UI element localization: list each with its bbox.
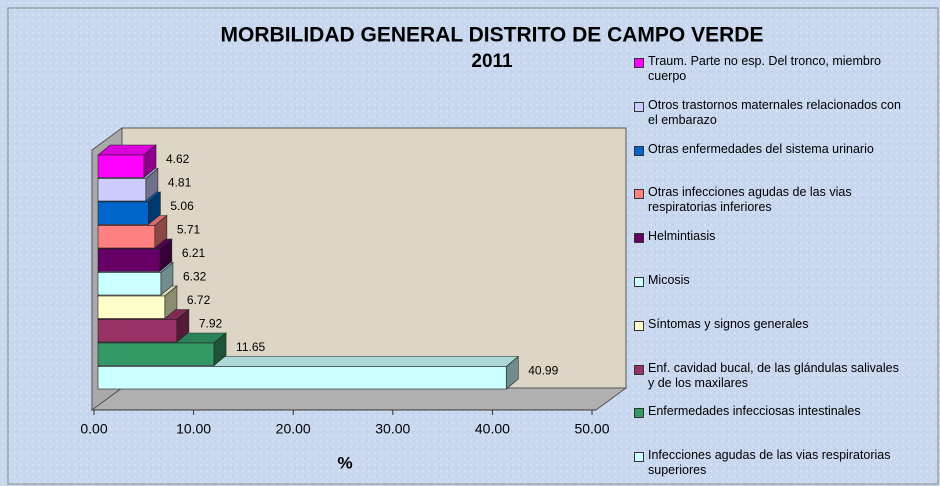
x-tick-label: 0.00 bbox=[80, 421, 107, 437]
value-label: 6.72 bbox=[187, 293, 211, 307]
chart-title: MORBILIDAD GENERAL DISTRITO DE CAMPO VER… bbox=[221, 24, 764, 47]
legend-label: Otros trastornos maternales relacionados… bbox=[648, 97, 901, 127]
bar bbox=[97, 342, 215, 366]
bar bbox=[97, 248, 161, 272]
legend-label: Otras infecciones agudas de las vias res… bbox=[648, 185, 852, 215]
bar bbox=[97, 319, 178, 343]
legend-swatch bbox=[634, 408, 644, 419]
legend-label: Traum. Parte no esp. Del tronco, miembro… bbox=[648, 54, 881, 83]
bar-end bbox=[160, 261, 174, 296]
x-tick-label: 40.00 bbox=[475, 421, 510, 437]
bar-end bbox=[148, 191, 161, 226]
legend-swatch bbox=[634, 364, 644, 375]
value-label: 4.62 bbox=[166, 152, 190, 166]
value-label: 4.81 bbox=[168, 176, 192, 190]
legend-label: Otras enfermedades del sistema urinario bbox=[648, 141, 874, 156]
value-label: 7.92 bbox=[199, 317, 223, 331]
legend-label: Enf. cavidad bucal, de las glándulas sal… bbox=[648, 360, 899, 390]
value-label: 5.71 bbox=[177, 223, 201, 237]
bar bbox=[97, 272, 162, 296]
legend-swatch bbox=[634, 189, 644, 200]
x-tick-label: 10.00 bbox=[176, 421, 211, 437]
x-tick-label: 50.00 bbox=[574, 421, 609, 437]
bar bbox=[97, 366, 507, 390]
legend-label: Enfermedades infecciosas intestinales bbox=[648, 404, 861, 419]
legend-label: Helmintiasis bbox=[648, 229, 716, 244]
bar-end bbox=[143, 144, 157, 179]
bar-end bbox=[176, 308, 190, 343]
legend-swatch bbox=[634, 58, 644, 68]
bar-end bbox=[213, 332, 227, 367]
legend-swatch bbox=[634, 145, 644, 156]
legend-label: Infecciones agudas de las vias respirato… bbox=[648, 448, 891, 478]
bar bbox=[97, 154, 145, 178]
bar-end bbox=[164, 285, 178, 320]
legend-label: Micosis bbox=[648, 273, 690, 287]
x-axis-label: % bbox=[337, 453, 352, 472]
value-label: 11.65 bbox=[236, 340, 265, 354]
legend-swatch bbox=[634, 452, 644, 463]
bar bbox=[97, 295, 166, 319]
x-tick-label: 30.00 bbox=[375, 421, 410, 437]
x-tick-label: 20.00 bbox=[276, 421, 311, 437]
value-label: 6.21 bbox=[182, 246, 206, 260]
bar-end bbox=[145, 167, 159, 202]
legend-swatch bbox=[634, 277, 644, 287]
bar-end bbox=[505, 355, 519, 390]
value-label: 6.32 bbox=[183, 270, 207, 284]
bar-end bbox=[159, 238, 173, 273]
bar bbox=[97, 225, 156, 249]
legend-swatch bbox=[634, 320, 644, 331]
bar-end bbox=[154, 214, 168, 249]
legend-swatch bbox=[634, 101, 644, 112]
floor bbox=[90, 387, 628, 411]
value-label: 40.99 bbox=[528, 364, 558, 378]
value-label: 5.06 bbox=[170, 199, 194, 213]
bar bbox=[97, 201, 149, 225]
legend-label: Síntomas y signos generales bbox=[648, 316, 809, 331]
chart-frame bbox=[7, 7, 939, 485]
chart-subtitle: 2011 bbox=[471, 51, 513, 72]
legend-swatch bbox=[634, 233, 644, 244]
bar bbox=[97, 178, 147, 202]
